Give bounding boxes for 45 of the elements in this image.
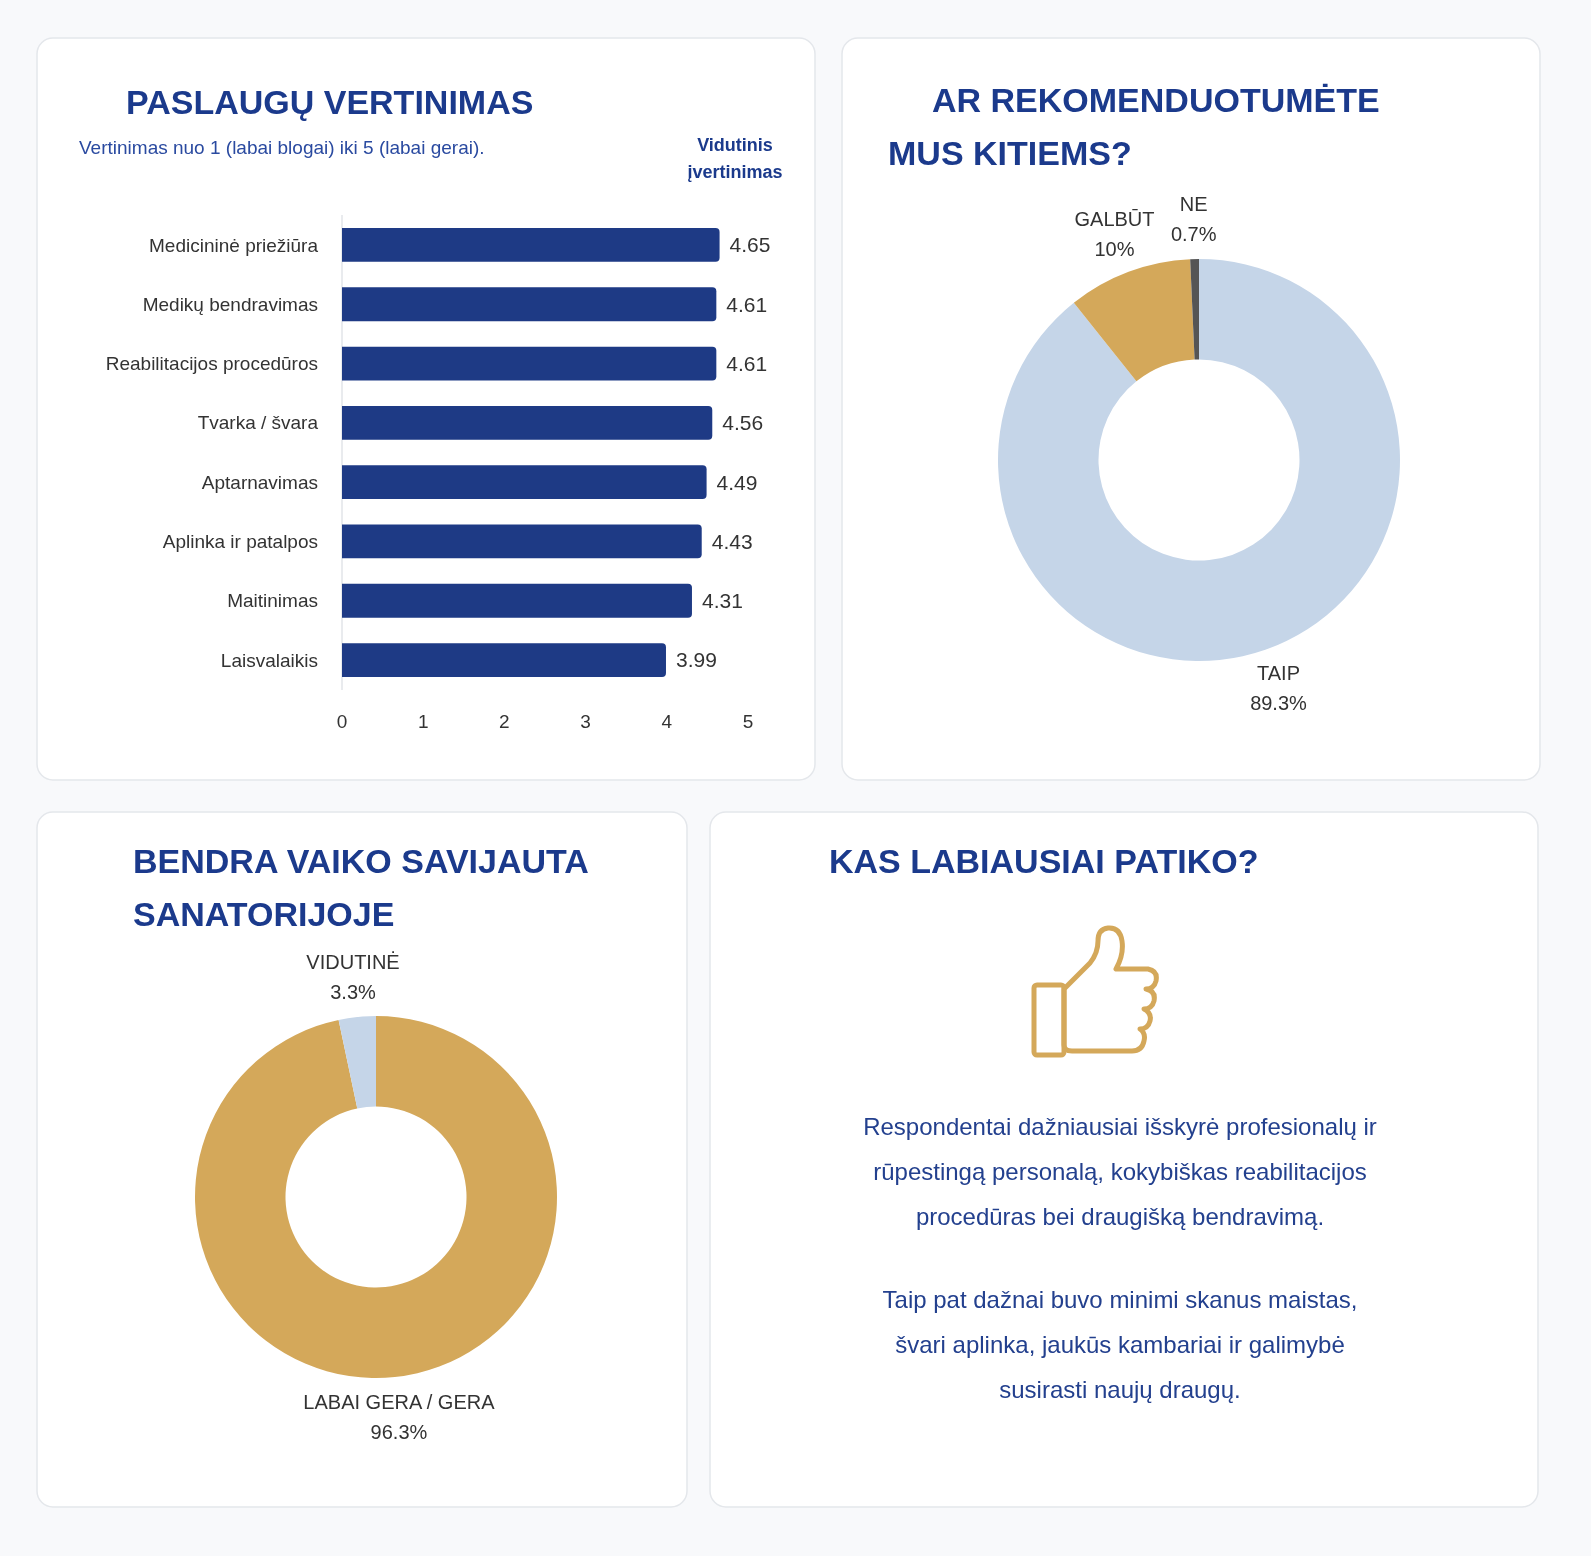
data-label: 10% xyxy=(1094,238,1135,261)
text: KAS LABIAUSIAI PATIKO? xyxy=(829,842,1259,880)
chart-title: PASLAUGŲ VERTINIMAS xyxy=(126,83,534,121)
text: Respondentai dažniausiai išskyrė profesionalų ir rūpestingą personalą, kokybiškas reabilitacijos procedūras bei draugišką bendravimą. xyxy=(863,1113,1377,1230)
x-tick-label: 0 xyxy=(336,711,348,732)
donut-slice xyxy=(1073,259,1195,382)
data-label: 4.56 xyxy=(722,411,764,435)
chart-title: AR REKOMENDUOTUMĖTE MUS KITIEMS? xyxy=(888,81,1380,172)
slice-label: VIDUTINĖ xyxy=(306,951,400,974)
data-label: 4.43 xyxy=(711,529,753,553)
donut-slice xyxy=(998,259,1400,661)
y-tick-label: Medicininė priežiūra xyxy=(149,234,319,256)
slice-label: NE xyxy=(1179,193,1208,216)
data-label: 3.99 xyxy=(675,648,717,672)
y-tick-label: Medikų bendravimas xyxy=(142,293,318,315)
donut-slice xyxy=(195,1016,557,1378)
data-label: 4.61 xyxy=(726,292,768,316)
x-tick-label: 1 xyxy=(417,711,429,732)
x-tick-label: 5 xyxy=(742,711,754,732)
data-label: 0.7% xyxy=(1170,223,1217,246)
y-tick-label: Tvarka / švara xyxy=(197,412,319,434)
donut-slice xyxy=(1190,259,1199,360)
y-tick-label: Reabilitacijos procedūros xyxy=(105,353,318,375)
data-label: 4.49 xyxy=(716,470,758,494)
data-label: 89.3% xyxy=(1250,691,1308,714)
y-tick-label: Laisvalaikis xyxy=(220,649,318,671)
y-tick-label: Maitinimas xyxy=(227,590,318,612)
x-tick-label: 2 xyxy=(499,711,510,732)
x-tick-label: 4 xyxy=(661,711,673,732)
donut-slice xyxy=(338,1016,376,1109)
slice-label: TAIP xyxy=(1257,661,1300,684)
data-label: 4.31 xyxy=(701,589,743,613)
slice-label: GALBŪT xyxy=(1074,208,1155,231)
x-tick-label: 3 xyxy=(580,711,591,732)
chart-subtitle: Vertinimas nuo 1 (labai blogai) iki 5 (labai gerai). xyxy=(79,137,485,158)
y-tick-label: Aplinka ir patalpos xyxy=(162,531,318,553)
chart-title: BENDRA VAIKO SAVIJAUTA SANATORIJOJE xyxy=(133,842,589,933)
data-label: 96.3% xyxy=(370,1420,428,1443)
text: Taip pat dažnai buvo minimi skanus maistas, švari aplinka, jaukūs kambariai ir galimybė susirasti naujų draugų. xyxy=(882,1286,1358,1403)
data-label: 4.65 xyxy=(729,233,771,257)
text: Vidutinis įvertinimas xyxy=(687,135,783,182)
data-label: 4.61 xyxy=(726,351,768,375)
slice-label: LABAI GERA / GERA xyxy=(303,1390,496,1413)
data-label: 3.3% xyxy=(330,981,377,1004)
y-tick-label: Aptarnavimas xyxy=(201,471,318,493)
